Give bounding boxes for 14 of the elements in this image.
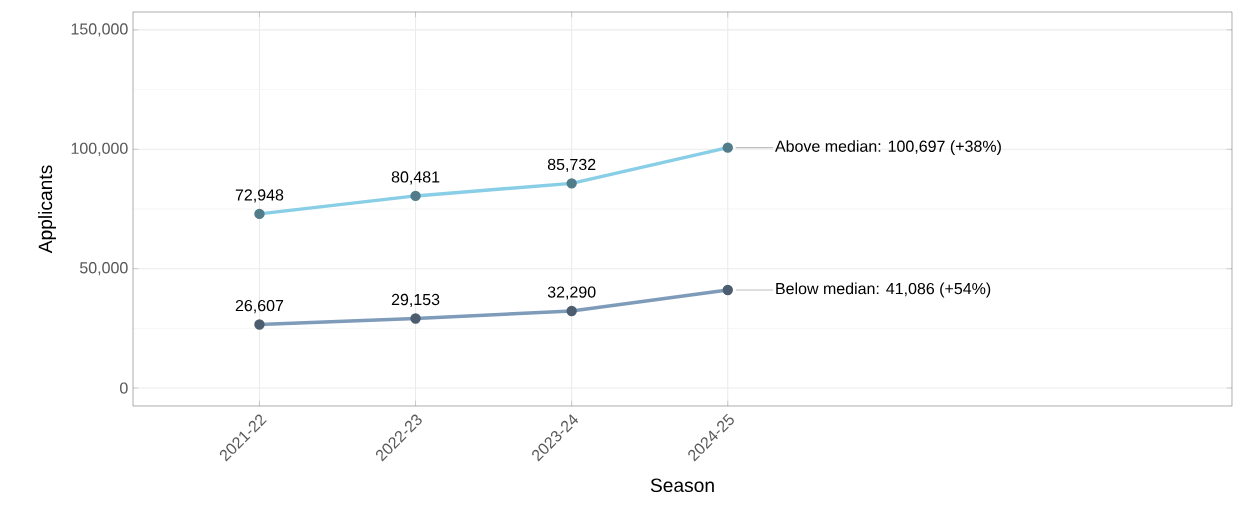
y-tick-label: 150,000 bbox=[71, 23, 128, 37]
y-tick-label: 0 bbox=[120, 382, 128, 394]
data-label: 72,948 bbox=[235, 189, 284, 203]
annotation: Below median: 41,086 (+54%) bbox=[776, 282, 991, 298]
y-axis-title: Applicants bbox=[38, 165, 56, 254]
annotation: Above median: 100,697 (+38%) bbox=[774, 140, 1001, 156]
data-label: 29,153 bbox=[391, 293, 440, 308]
data-label: 32,290 bbox=[547, 286, 596, 300]
y-tick-label: 50,000 bbox=[80, 262, 128, 276]
x-axis-title: Season bbox=[650, 478, 714, 493]
data-label: 85,732 bbox=[547, 158, 596, 172]
data-label: 80,481 bbox=[391, 171, 440, 185]
y-tick-label: 100,000 bbox=[71, 142, 128, 156]
data-label: 26,607 bbox=[235, 299, 284, 314]
